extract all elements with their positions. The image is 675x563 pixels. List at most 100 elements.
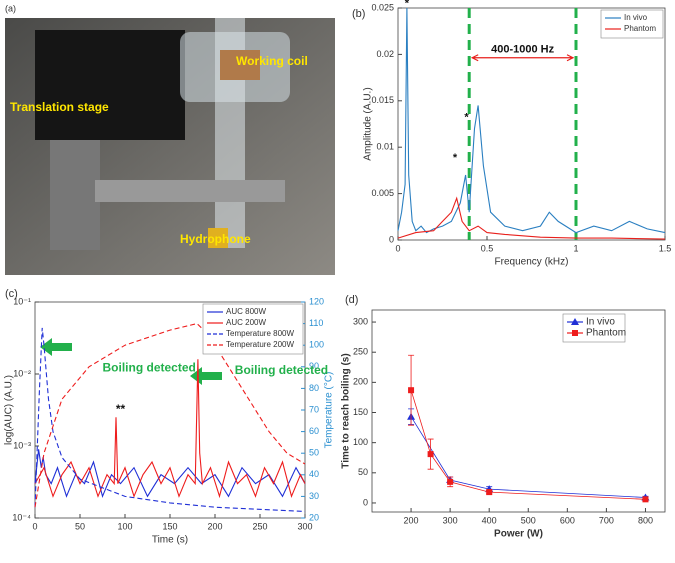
marker [408, 387, 415, 394]
range-arrow [470, 54, 575, 62]
panel-label: (b) [352, 8, 365, 20]
annotation: Boiling detected [103, 360, 196, 374]
x-tick-label: 150 [162, 521, 177, 531]
legend-label: AUC 200W [226, 318, 266, 327]
y-tick-label: 0.025 [371, 2, 394, 12]
panel-label: (d) [345, 294, 358, 306]
series-line [410, 416, 646, 498]
x-tick-label: 600 [560, 515, 575, 525]
series-line [34, 359, 306, 499]
legend-label: Temperature 200W [226, 340, 294, 349]
y-tick-label: 10⁻² [13, 368, 31, 378]
series-line [34, 322, 306, 508]
y2-tick-label: 80 [309, 383, 319, 393]
y-axis-label: Time to reach boiling (s) [341, 353, 352, 468]
annotation: * [464, 111, 469, 123]
x-tick-label: 700 [599, 515, 614, 525]
series-line [397, 7, 666, 234]
y-tick-label: 10⁻³ [13, 440, 31, 450]
y2-tick-label: 60 [309, 426, 319, 436]
y-tick-label: 300 [353, 316, 368, 326]
legend-label: AUC 800W [226, 307, 266, 316]
photo-annotation: Translation stage [10, 100, 109, 114]
y-axis-label: Amplitude (A.U.) [363, 87, 374, 160]
panel-label: (a) [5, 3, 16, 13]
legend-label: Phantom [586, 328, 626, 339]
x-tick-label: 400 [482, 515, 497, 525]
stage-rail [95, 180, 285, 202]
legend-label: In vivo [624, 13, 648, 22]
y2-tick-label: 110 [309, 318, 323, 328]
annotation: ** [116, 402, 126, 416]
y2-tick-label: 30 [309, 491, 319, 501]
legend-box [562, 313, 626, 343]
y2-axis-label: Temperature (°C) [324, 372, 335, 449]
y-tick-label: 250 [353, 347, 368, 357]
y-tick-label: 0.02 [376, 49, 394, 59]
annotation: * [453, 152, 458, 164]
marker [642, 496, 649, 503]
y-axis-label: log(AUC) (A.U.) [4, 375, 15, 445]
y-tick-label: 200 [353, 377, 368, 387]
photo-annotation: Working coil [236, 54, 308, 68]
y-tick-label: 10⁻¹ [13, 296, 31, 306]
x-tick-label: 250 [252, 521, 267, 531]
x-axis-label: Time (s) [152, 535, 188, 546]
legend-label: In vivo [586, 317, 615, 328]
annotation: Boiling detected [235, 363, 328, 377]
annotation: * [405, 0, 410, 9]
y-tick-label: 0 [389, 234, 394, 244]
y-tick-label: 150 [353, 407, 368, 417]
legend-marker [572, 330, 578, 336]
x-tick-label: 200 [404, 515, 419, 525]
x-axis-label: Frequency (kHz) [495, 257, 569, 268]
series-line [397, 196, 666, 240]
x-tick-label: 300 [297, 521, 312, 531]
x-tick-label: 200 [207, 521, 222, 531]
photo-annotation: Hydrophone [180, 232, 251, 246]
y2-tick-label: 90 [309, 361, 319, 371]
legend-label: Temperature 800W [226, 329, 294, 338]
x-tick-label: 800 [638, 515, 653, 525]
y2-tick-label: 50 [309, 448, 319, 458]
annotation: 400-1000 Hz [491, 44, 554, 56]
y2-tick-label: 120 [309, 296, 324, 306]
x-tick-label: 300 [443, 515, 458, 525]
x-tick-label: 1.5 [659, 243, 672, 253]
plot-frame [371, 309, 666, 513]
y-tick-label: 50 [358, 467, 368, 477]
y2-tick-label: 40 [309, 469, 319, 479]
x-axis-label: Power (W) [494, 529, 543, 540]
x-tick-label: 0 [395, 243, 400, 253]
x-tick-label: 1 [573, 243, 578, 253]
y-tick-label: 0 [363, 497, 368, 507]
y-tick-label: 0.01 [376, 142, 394, 152]
y-tick-label: 0.015 [371, 95, 394, 105]
hydrophone [208, 228, 228, 248]
photo: (a) Working coil Translation stage Hydro… [5, 3, 335, 275]
y-tick-label: 10⁻⁴ [12, 512, 31, 522]
marker [486, 489, 493, 496]
y-tick-label: 100 [353, 437, 368, 447]
x-tick-label: 50 [75, 521, 85, 531]
legend-label: Phantom [624, 24, 656, 33]
x-tick-label: 100 [117, 521, 132, 531]
x-tick-label: 0.5 [481, 243, 494, 253]
panel-label: (c) [5, 288, 18, 300]
plot-frame [397, 7, 666, 241]
y2-tick-label: 20 [309, 512, 319, 522]
legend-marker [571, 318, 579, 325]
x-tick-label: 500 [521, 515, 536, 525]
instrument-box [35, 30, 185, 140]
marker [447, 478, 454, 485]
arrow [40, 338, 72, 356]
y-tick-label: 0.005 [371, 188, 394, 198]
y2-tick-label: 70 [309, 404, 319, 414]
coil [220, 50, 260, 80]
x-tick-label: 0 [32, 521, 37, 531]
marker [427, 451, 434, 458]
legend-box [600, 9, 664, 39]
stage-plate [50, 140, 100, 250]
